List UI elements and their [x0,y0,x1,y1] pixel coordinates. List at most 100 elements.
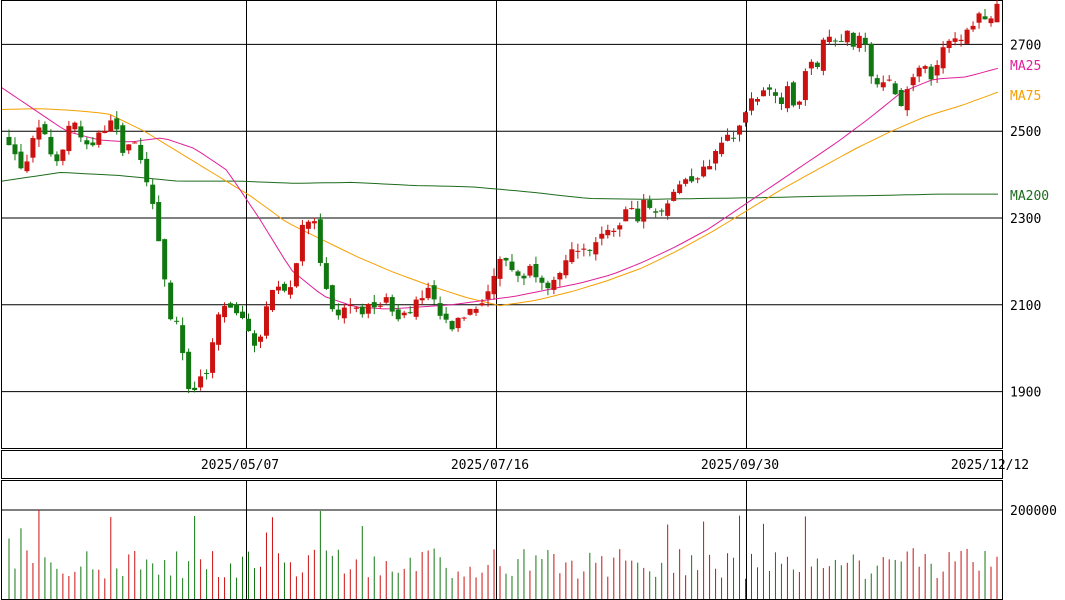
volume-y-tick-label: 200000 [1010,504,1057,519]
candle-body [976,13,982,23]
candle-body [868,43,874,77]
candle-body [964,29,970,44]
candle-body [611,230,617,233]
candle-body [311,221,317,224]
candle-body [880,82,886,88]
candle-body [557,272,563,280]
candle-body [383,297,389,303]
candle-body [168,282,174,320]
candle-body [653,211,659,213]
candle-body [497,258,503,279]
x-tick-label: 2025/05/07 [201,458,279,473]
candle-body [695,178,701,180]
moving-average-lines [1,67,999,310]
candle-body [257,336,263,342]
candle-body [138,144,144,161]
candle-body [287,287,293,295]
candle-body [120,125,126,153]
price-plot-area [1,0,1003,449]
candle-body [108,120,114,132]
candle-body [563,260,569,276]
candle-body [269,289,275,311]
candle-body [952,38,958,42]
candle-body [419,298,425,301]
candle-body [407,312,413,314]
candle-body [401,312,407,316]
x-tick-label: 2025/09/30 [701,458,779,473]
candle-body [665,203,671,216]
volume-y-axis-labels: 200000 [1010,504,1057,519]
candle-body [36,127,42,140]
candle-body [461,317,467,319]
candle-body [551,279,557,290]
volume-grid [2,481,1002,599]
candle-body [180,325,186,354]
candle-body [647,200,653,208]
candle-body [156,202,162,242]
candlesticks [6,0,1000,394]
candle-body [503,257,509,261]
candle-body [922,66,928,69]
candle-body [856,35,862,48]
price-y-axis-labels: 1900 2100 2300 2500 2700 [1010,38,1041,400]
candle-body [784,86,790,109]
candle-body [132,142,138,144]
candle-body [635,208,641,222]
candle-body [222,306,228,318]
candle-body [246,318,252,332]
candle-body [12,144,18,155]
candle-body [701,166,707,177]
candle-body [84,140,90,145]
y-tick-label: 2300 [1010,212,1041,227]
candle-body [539,277,545,283]
candle-body [234,304,240,314]
candle-body [90,142,96,146]
candle-body [886,79,892,81]
candle-body [377,305,383,307]
candle-body [874,78,880,85]
candle-body [431,285,437,300]
volume-plot-frame [1,480,1003,600]
candle-body [707,166,713,170]
candle-body [371,302,377,308]
candle-body [204,372,210,374]
candle-body [299,224,305,262]
candle-body [862,37,868,45]
candle-body [479,303,485,306]
candle-body [641,199,647,222]
candle-body [898,90,904,106]
candle-body [844,30,850,43]
candle-body [467,308,473,315]
candle-body [533,264,539,278]
legend-ma75: MA75 [1010,89,1041,104]
candle-body [228,303,234,308]
candle-body [994,3,1000,23]
candle-body [192,387,198,391]
candle-body [689,176,695,182]
x-tick-label: 2025/12/12 [951,458,1029,473]
candle-body [78,126,84,138]
candle-body [772,92,778,96]
candle-body [323,263,329,289]
candle-body [850,32,856,47]
candle-body [275,286,281,291]
candle-body [778,97,784,104]
candle-body [6,136,12,146]
candle-body [940,47,946,69]
candle-body [527,265,533,276]
candle-body [491,275,497,295]
candle-body [802,71,808,101]
candle-body [240,311,246,319]
candle-body [455,317,461,329]
candle-body [395,309,401,320]
candle-body [683,179,689,184]
candle-body [317,219,323,263]
candle-body [599,233,605,239]
candle-body [743,112,749,123]
candle-body [347,304,353,307]
candle-body [515,271,521,276]
candle-body [677,184,683,194]
candle-body [48,136,54,155]
y-tick-label: 2500 [1010,125,1041,140]
ma75-line [1,91,999,307]
